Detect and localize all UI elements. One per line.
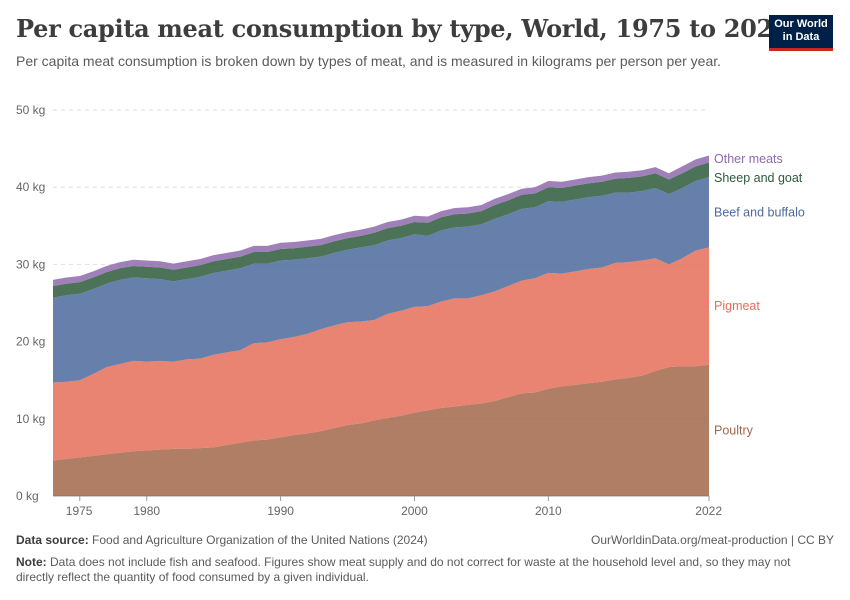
y-tick-label: 30 kg <box>16 257 45 271</box>
note-text: Data does not include fish and seafood. … <box>16 555 791 584</box>
area-sheep-and-goat[interactable] <box>53 162 709 298</box>
owid-logo[interactable]: Our World in Data <box>769 15 833 51</box>
chart-note: Note: Data does not include fish and sea… <box>16 555 816 585</box>
logo-line-1: Our World <box>774 18 828 30</box>
area-poultry[interactable] <box>53 364 709 496</box>
chart-subtitle: Per capita meat consumption is broken do… <box>16 53 722 69</box>
legend-label-sheep-and-goat[interactable]: Sheep and goat <box>714 171 803 185</box>
x-axis: 1975 1980 1990 2000 2010 2022 <box>66 496 722 518</box>
area-pigmeat[interactable] <box>53 247 709 461</box>
x-tick-label: 2022 <box>695 504 722 518</box>
x-tick-label: 1980 <box>133 504 160 518</box>
x-tick-label: 1975 <box>66 504 93 518</box>
data-source: Data source: Food and Agriculture Organi… <box>16 533 428 548</box>
legend-label-pigmeat[interactable]: Pigmeat <box>714 299 760 313</box>
x-tick-label: 2000 <box>401 504 428 518</box>
logo-line-2: in Data <box>782 31 820 43</box>
source-text[interactable]: Food and Agriculture Organization of the… <box>92 533 428 547</box>
y-tick-label: 40 kg <box>16 180 45 194</box>
y-tick-label: 20 kg <box>16 335 45 349</box>
source-label: Data source: <box>16 533 89 547</box>
legend-label-other-meats[interactable]: Other meats <box>714 152 783 166</box>
chart-title: Per capita meat consumption by type, Wor… <box>16 14 790 43</box>
y-tick-label: 50 kg <box>16 103 45 117</box>
legend-label-poultry[interactable]: Poultry <box>714 423 754 437</box>
y-axis: 0 kg 10 kg 20 kg 30 kg 40 kg 50 kg <box>16 103 45 503</box>
x-tick-label: 1990 <box>267 504 294 518</box>
area-beef-and-buffalo[interactable] <box>53 177 709 383</box>
stacked-areas <box>53 155 709 496</box>
source-url[interactable]: OurWorldinData.org/meat-production | CC … <box>591 533 834 547</box>
legend-label-beef-and-buffalo[interactable]: Beef and buffalo <box>714 205 805 219</box>
legend: Poultry Pigmeat Beef and buffalo Sheep and … <box>714 152 805 437</box>
y-tick-label: 0 kg <box>16 489 39 503</box>
area-other-meats[interactable] <box>53 155 709 287</box>
x-tick-label: 2010 <box>535 504 562 518</box>
note-label: Note: <box>16 555 47 569</box>
y-tick-label: 10 kg <box>16 412 45 426</box>
